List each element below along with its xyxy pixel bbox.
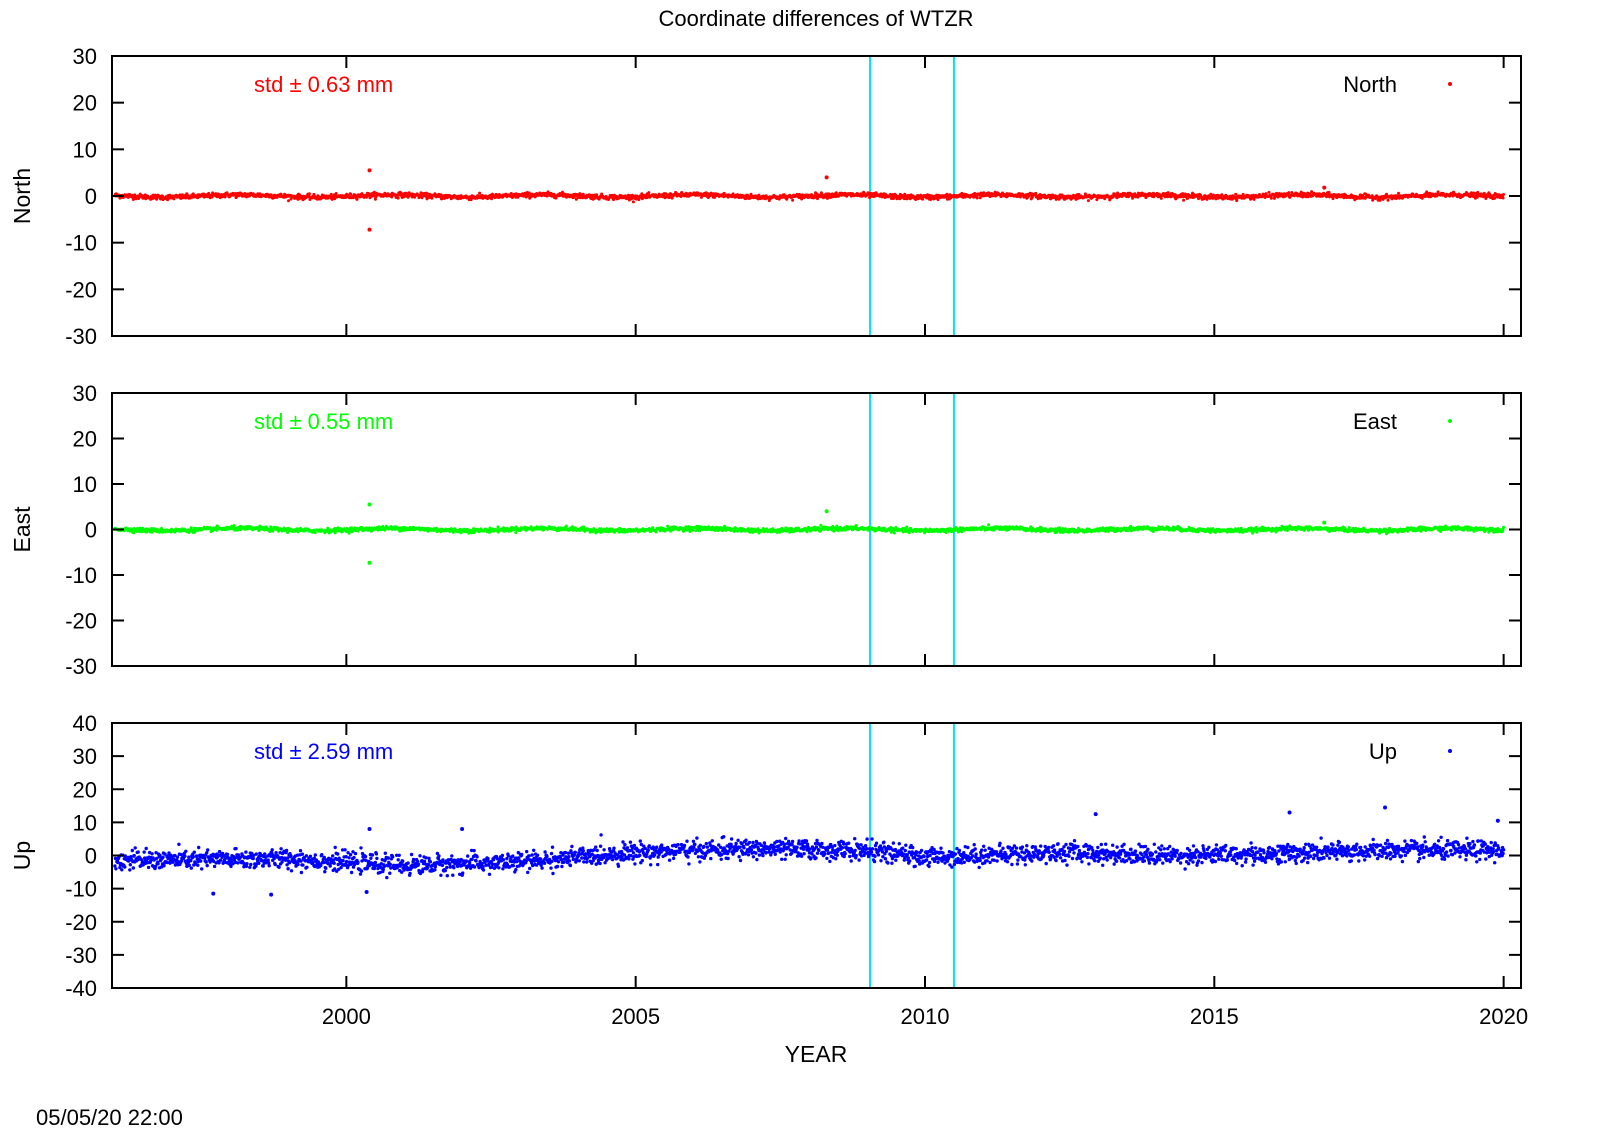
data-point: [1387, 199, 1390, 202]
data-point: [1421, 197, 1424, 200]
data-point: [172, 197, 175, 200]
data-point: [356, 198, 359, 201]
y-tick-label: -30: [65, 324, 97, 349]
data-point: [430, 197, 433, 200]
data-point: [647, 191, 650, 194]
data-point: [287, 199, 290, 202]
data-point: [530, 525, 533, 528]
data-point: [688, 530, 691, 533]
outlier-point: [1322, 186, 1326, 190]
data-point: [1253, 198, 1256, 201]
series-points-east: [113, 502, 1505, 564]
data-point: [478, 192, 481, 195]
y-tick-label: 0: [85, 184, 97, 209]
data-point: [233, 524, 236, 527]
y-axis-label: North: [9, 168, 35, 224]
data-point: [1493, 197, 1496, 200]
data-point: [1310, 190, 1313, 193]
data-point: [987, 523, 990, 526]
y-tick-label: -10: [65, 231, 97, 256]
data-point: [655, 531, 658, 534]
data-point: [632, 200, 635, 203]
data-point: [1502, 193, 1505, 196]
outlier-point: [367, 228, 371, 232]
data-point: [308, 192, 311, 195]
legend-label: North: [1343, 72, 1397, 97]
data-point: [496, 526, 499, 529]
y-tick-label: -20: [65, 277, 97, 302]
y-tick-label: 20: [73, 91, 97, 116]
data-point: [1502, 197, 1505, 200]
outlier-point: [367, 168, 371, 172]
data-point: [1270, 197, 1273, 200]
chart-title: Coordinate differences of WTZR: [658, 6, 973, 31]
data-point: [1160, 197, 1163, 200]
data-point: [565, 525, 568, 528]
data-point: [1268, 191, 1271, 194]
data-point: [335, 192, 338, 195]
data-point: [905, 526, 908, 529]
data-point: [190, 526, 193, 529]
data-point: [976, 197, 979, 200]
data-point: [791, 199, 794, 202]
data-point: [349, 193, 352, 196]
data-point: [1182, 199, 1185, 202]
y-tick-label: 10: [73, 137, 97, 162]
series-points-north: [113, 168, 1505, 231]
data-point: [224, 196, 227, 199]
data-point: [1034, 192, 1037, 195]
data-point: [397, 197, 400, 200]
data-point: [893, 532, 896, 535]
y-tick-label: 30: [73, 44, 97, 69]
data-point: [1287, 191, 1290, 194]
legend-marker: [1448, 82, 1452, 86]
panel-north: -30 -20 -10 0 10 20 30 North std ± 0.63 mm North: [9, 44, 1521, 349]
outlier-point: [825, 175, 829, 179]
data-point: [945, 531, 948, 534]
data-point: [1087, 199, 1090, 202]
std-annotation: std ± 0.63 mm: [254, 72, 393, 97]
